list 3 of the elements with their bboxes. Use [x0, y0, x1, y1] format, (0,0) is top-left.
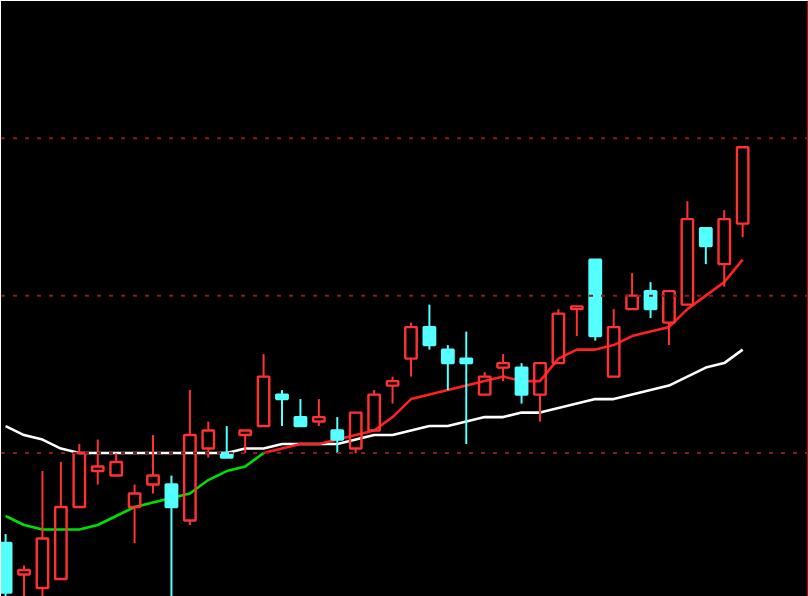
candlestick: [459, 330, 474, 446]
candlestick: [35, 470, 50, 596]
candlestick: [90, 438, 105, 486]
